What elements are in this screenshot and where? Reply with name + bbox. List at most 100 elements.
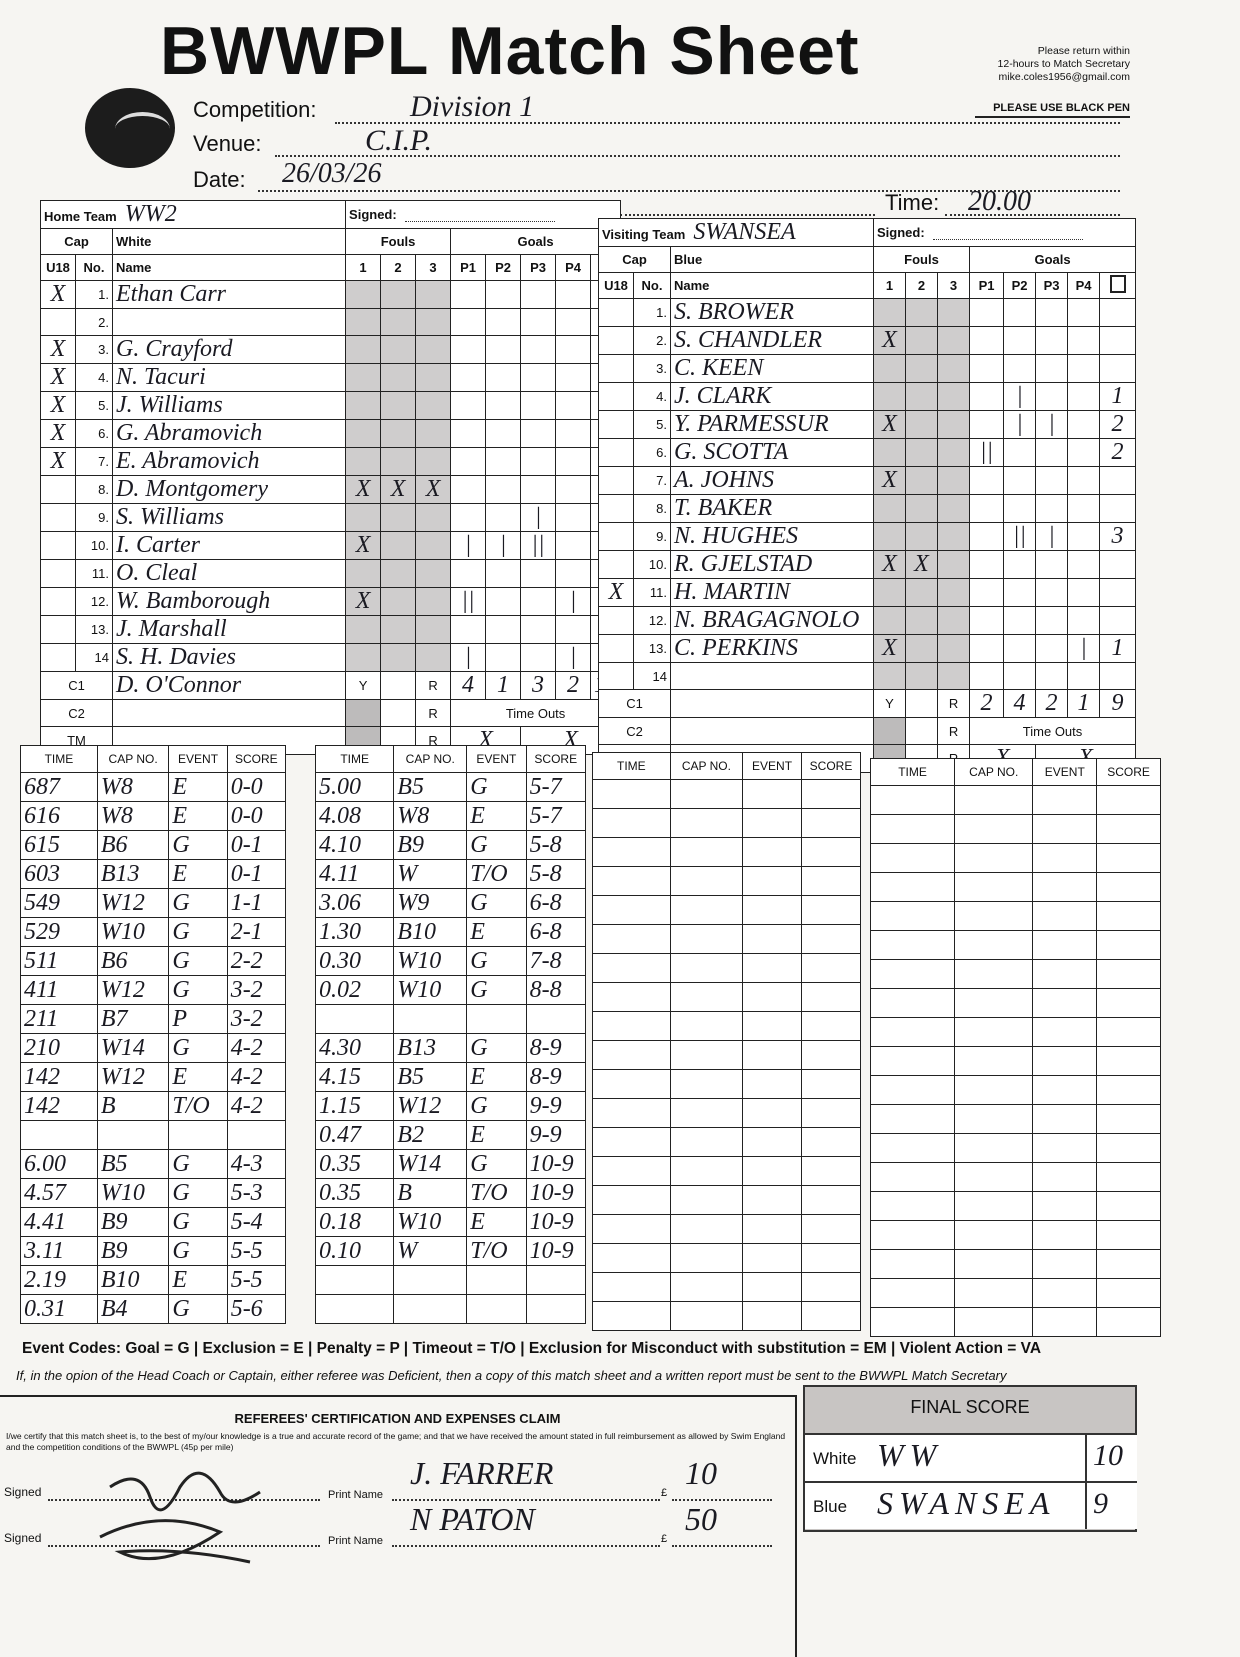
event-score: 8-9 — [525, 1062, 586, 1092]
column-header-row: U18 No. Name 1 2 3 P1 P2 P3 P4 — [40, 254, 622, 281]
foul-mark — [415, 391, 452, 420]
event-cap — [669, 895, 744, 925]
goal-cell — [1003, 634, 1037, 663]
event-score — [1096, 901, 1161, 931]
staff-row: C2 R Time Outs — [40, 699, 622, 727]
foul-mark — [873, 522, 907, 551]
goal-cell — [485, 587, 522, 616]
team-table: Visiting Team SWANSEA Signed: Cap Blue Fouls G… — [597, 218, 1137, 773]
event-time: 511 — [20, 946, 98, 976]
goal-cell — [450, 559, 487, 588]
event-codes: Event Codes: Goal = G | Exclusion = E | … — [22, 1340, 1042, 1357]
foul-mark — [905, 634, 939, 663]
foul-mark: X — [873, 466, 907, 495]
event-time: 4.10 — [314, 830, 395, 860]
player-row: 9.S. Williams|1 — [40, 503, 622, 532]
event-time — [314, 1294, 395, 1324]
foul-mark — [905, 662, 939, 690]
event-time — [869, 785, 956, 815]
event-cap — [954, 988, 1034, 1018]
log-header-row: TIME CAP NO. EVENT SCORE — [869, 758, 1161, 786]
event-cap — [669, 1156, 744, 1186]
log-row — [592, 779, 861, 809]
final-score-row: Blue SWANSEA 9 — [805, 1481, 1137, 1531]
player-row: X 3. G. Crayford — [40, 335, 622, 364]
event-score — [1096, 1017, 1161, 1047]
event-time — [592, 982, 671, 1012]
staff-role: C2 — [598, 717, 671, 745]
currency: £ — [661, 1533, 668, 1545]
foul-mark: X — [873, 410, 907, 439]
staff-row: C2 R Time Outs — [598, 717, 1137, 745]
log-row — [869, 901, 1161, 931]
team-subheader-row: Cap Blue Fouls Goals — [598, 246, 1137, 273]
player-name: J. CLARK — [669, 382, 875, 411]
goal-cell: | — [555, 643, 592, 672]
player-row: 1. S. BROWER — [598, 298, 1137, 327]
log-row — [592, 866, 861, 896]
goal-period-total: 3 — [520, 671, 557, 700]
cap-number: 7. — [75, 447, 113, 476]
foul-mark — [380, 615, 417, 644]
fouls-header: Fouls — [873, 246, 971, 273]
log-row: 1.30 B10 E 6-8 — [314, 917, 586, 947]
goal-cell — [1067, 578, 1101, 607]
foul-mark — [380, 280, 417, 309]
event-code — [742, 1272, 803, 1302]
event-cap — [954, 1104, 1034, 1134]
goal-cell — [520, 475, 557, 504]
u18-header: U18 — [40, 254, 76, 281]
foul-mark — [873, 354, 907, 383]
cap-number: 13. — [75, 615, 113, 644]
event-code — [742, 953, 803, 983]
event-time: 142 — [20, 1062, 98, 1092]
goal-cell — [1035, 382, 1069, 411]
event-cap: W — [393, 859, 468, 889]
goal-cell: | — [1035, 522, 1069, 551]
event-cap: B4 — [96, 1294, 170, 1324]
foul-mark — [415, 363, 452, 392]
event-code — [1032, 1046, 1098, 1076]
log-row: 4.41 B9 G 5-4 — [20, 1207, 286, 1237]
event-time — [592, 1156, 671, 1186]
goal-cell — [485, 308, 522, 336]
event-cap: B9 — [96, 1236, 170, 1266]
foul-mark — [380, 391, 417, 420]
foul-mark: X — [380, 475, 417, 504]
goal-cell — [1035, 662, 1069, 690]
event-cap — [954, 814, 1034, 844]
log-row — [869, 1017, 1161, 1047]
event-code — [742, 1156, 803, 1186]
goal-cell — [1035, 550, 1069, 579]
goal-cell — [555, 335, 592, 364]
event-code — [1032, 1133, 1098, 1163]
event-score — [1096, 1046, 1161, 1076]
final-score-row: White WW 10 — [805, 1433, 1137, 1483]
event-time — [592, 1214, 671, 1244]
goal-cell — [555, 475, 592, 504]
foul-mark — [415, 531, 452, 560]
event-cap — [954, 1046, 1034, 1076]
event-score — [1096, 930, 1161, 960]
event-score: 5-4 — [226, 1207, 286, 1237]
time-value: 20.00 — [968, 186, 1031, 217]
log-header-row: TIME CAP NO. EVENT SCORE — [314, 745, 586, 773]
period-header: P3 — [1035, 272, 1069, 299]
event-score — [1096, 1307, 1161, 1337]
log-header: CAP NO. — [954, 758, 1034, 786]
event-code: G — [466, 975, 527, 1005]
log-row: 0.30 W10 G 7-8 — [314, 946, 586, 976]
staff-row: C1 Y R 2 4 2 1 9 — [598, 689, 1137, 718]
event-code — [1032, 1278, 1098, 1308]
venue-label: Venue: — [193, 131, 262, 156]
player-row: 14 — [598, 662, 1137, 690]
final-team-color: White — [813, 1449, 857, 1468]
event-cap — [954, 1191, 1034, 1221]
goal-cell — [1067, 382, 1101, 411]
event-score — [801, 779, 861, 809]
event-code — [466, 1294, 527, 1324]
goal-cell — [1067, 326, 1101, 355]
event-score: 1-1 — [226, 888, 286, 918]
event-cap — [669, 1127, 744, 1157]
event-score — [801, 808, 861, 838]
